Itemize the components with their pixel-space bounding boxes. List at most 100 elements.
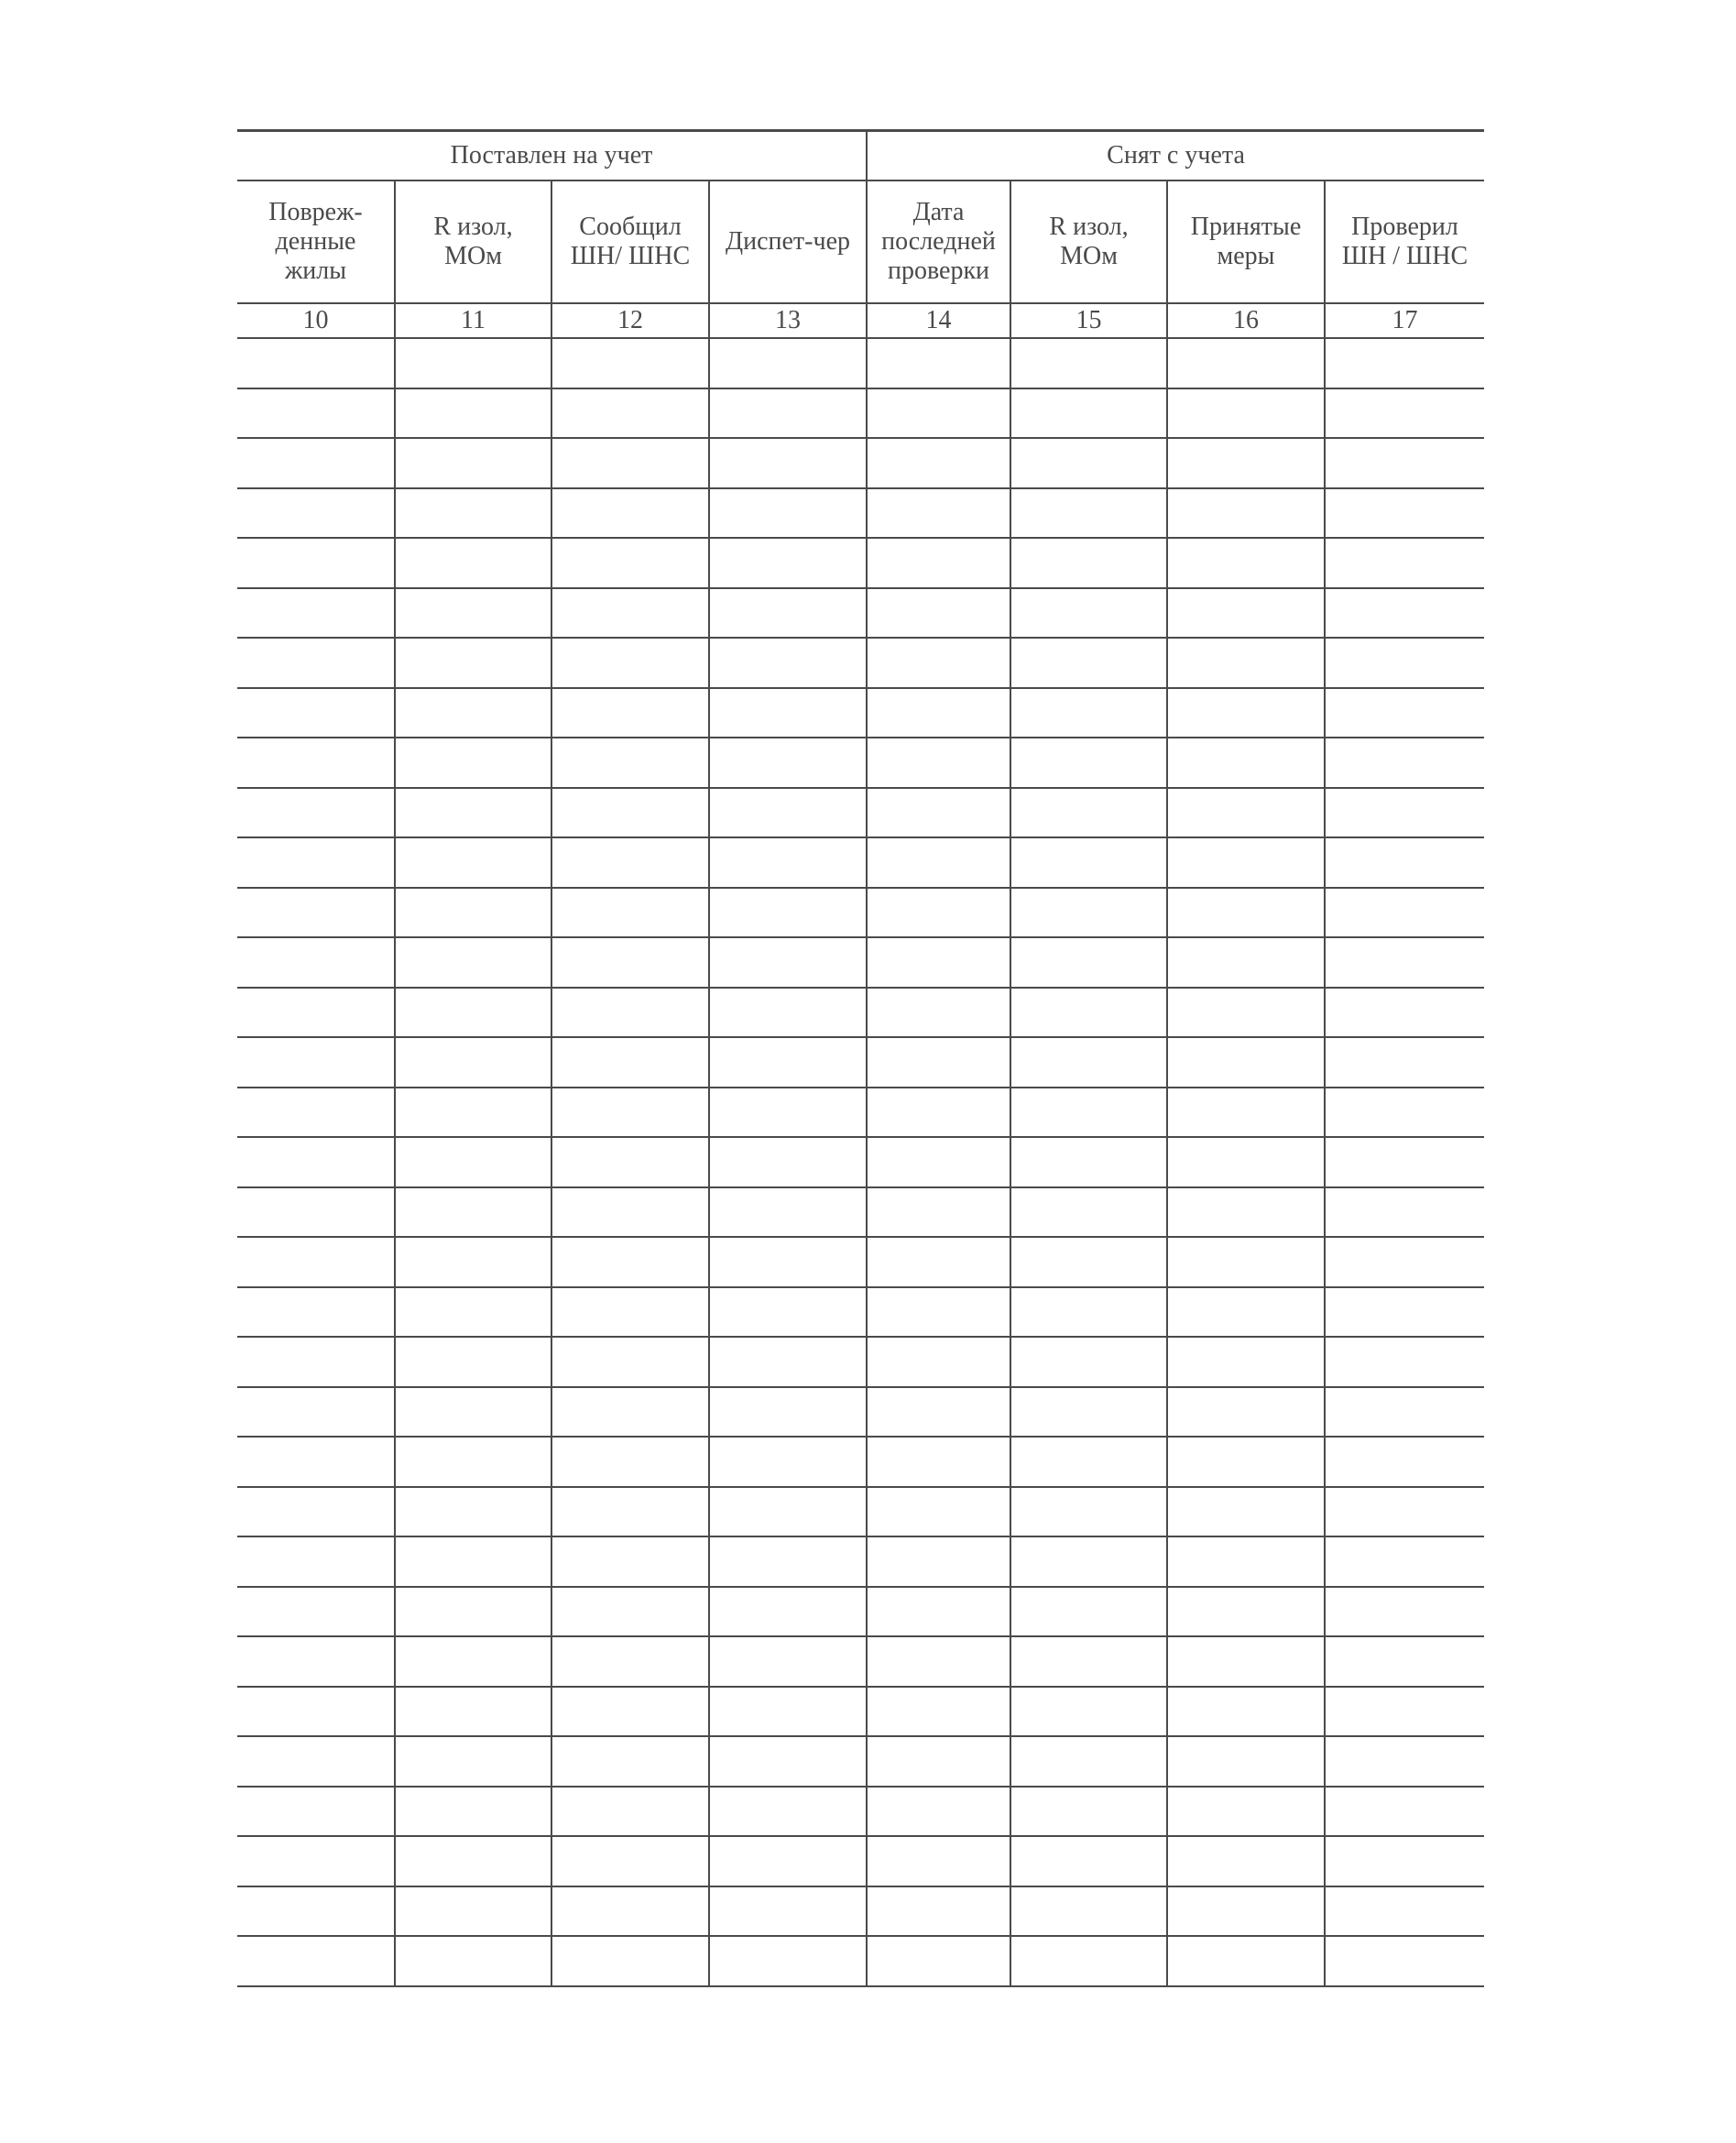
table-cell[interactable] bbox=[551, 1735, 710, 1788]
table-cell[interactable] bbox=[1010, 586, 1168, 639]
table-cell[interactable] bbox=[394, 686, 552, 738]
table-cell[interactable] bbox=[237, 1236, 396, 1288]
table-cell[interactable] bbox=[551, 686, 710, 738]
table-cell[interactable] bbox=[1166, 1436, 1326, 1488]
table-cell[interactable] bbox=[237, 337, 396, 389]
table-cell[interactable] bbox=[551, 1336, 710, 1388]
table-cell[interactable] bbox=[1010, 487, 1168, 539]
table-cell[interactable] bbox=[866, 786, 1011, 838]
table-cell[interactable] bbox=[551, 1536, 710, 1588]
table-cell[interactable] bbox=[1010, 1536, 1168, 1588]
table-cell[interactable] bbox=[1166, 1585, 1326, 1637]
table-cell[interactable] bbox=[237, 836, 396, 889]
table-cell[interactable] bbox=[1323, 387, 1485, 439]
table-cell[interactable] bbox=[1166, 1285, 1326, 1338]
table-cell[interactable] bbox=[1166, 886, 1326, 938]
table-cell[interactable] bbox=[1010, 737, 1168, 789]
table-cell[interactable] bbox=[1166, 1086, 1326, 1138]
table-cell[interactable] bbox=[394, 437, 552, 489]
table-cell[interactable] bbox=[1010, 1885, 1168, 1937]
table-cell[interactable] bbox=[1010, 637, 1168, 689]
table-cell[interactable] bbox=[708, 1186, 868, 1238]
table-cell[interactable] bbox=[1010, 1186, 1168, 1238]
table-cell[interactable] bbox=[394, 1136, 552, 1188]
table-cell[interactable] bbox=[1323, 1685, 1485, 1737]
table-cell[interactable] bbox=[394, 1885, 552, 1937]
table-cell[interactable] bbox=[866, 1285, 1011, 1338]
table-cell[interactable] bbox=[551, 1385, 710, 1438]
table-cell[interactable] bbox=[866, 1585, 1011, 1637]
table-cell[interactable] bbox=[1010, 1735, 1168, 1788]
table-cell[interactable] bbox=[1010, 1285, 1168, 1338]
table-cell[interactable] bbox=[551, 737, 710, 789]
table-cell[interactable] bbox=[1010, 1635, 1168, 1688]
table-cell[interactable] bbox=[708, 437, 868, 489]
table-cell[interactable] bbox=[1010, 936, 1168, 989]
table-cell[interactable] bbox=[237, 1835, 396, 1887]
table-cell[interactable] bbox=[237, 936, 396, 989]
table-cell[interactable] bbox=[1166, 586, 1326, 639]
table-cell[interactable] bbox=[1323, 786, 1485, 838]
table-cell[interactable] bbox=[866, 586, 1011, 639]
table-cell[interactable] bbox=[551, 1186, 710, 1238]
table-cell[interactable] bbox=[237, 1785, 396, 1837]
table-cell[interactable] bbox=[394, 1385, 552, 1438]
table-cell[interactable] bbox=[394, 1285, 552, 1338]
table-cell[interactable] bbox=[866, 986, 1011, 1038]
table-cell[interactable] bbox=[551, 337, 710, 389]
table-cell[interactable] bbox=[551, 1285, 710, 1338]
table-cell[interactable] bbox=[708, 1835, 868, 1887]
table-cell[interactable] bbox=[866, 1685, 1011, 1737]
table-cell[interactable] bbox=[551, 1635, 710, 1688]
table-cell[interactable] bbox=[237, 1036, 396, 1088]
table-cell[interactable] bbox=[237, 1385, 396, 1438]
table-cell[interactable] bbox=[394, 1785, 552, 1837]
table-cell[interactable] bbox=[1323, 1735, 1485, 1788]
table-cell[interactable] bbox=[237, 537, 396, 589]
table-cell[interactable] bbox=[1323, 1635, 1485, 1688]
table-cell[interactable] bbox=[394, 537, 552, 589]
table-cell[interactable] bbox=[394, 1186, 552, 1238]
table-cell[interactable] bbox=[708, 1935, 868, 1987]
table-cell[interactable] bbox=[1323, 437, 1485, 489]
table-cell[interactable] bbox=[551, 637, 710, 689]
table-cell[interactable] bbox=[866, 1086, 1011, 1138]
table-cell[interactable] bbox=[237, 637, 396, 689]
table-cell[interactable] bbox=[1010, 1036, 1168, 1088]
table-cell[interactable] bbox=[708, 986, 868, 1038]
table-cell[interactable] bbox=[1010, 1336, 1168, 1388]
table-cell[interactable] bbox=[708, 387, 868, 439]
table-cell[interactable] bbox=[1323, 1436, 1485, 1488]
table-cell[interactable] bbox=[1010, 437, 1168, 489]
table-cell[interactable] bbox=[551, 986, 710, 1038]
table-cell[interactable] bbox=[866, 1885, 1011, 1937]
table-cell[interactable] bbox=[1010, 387, 1168, 439]
table-cell[interactable] bbox=[708, 786, 868, 838]
table-cell[interactable] bbox=[866, 1436, 1011, 1488]
table-cell[interactable] bbox=[1166, 1536, 1326, 1588]
table-cell[interactable] bbox=[1010, 686, 1168, 738]
table-cell[interactable] bbox=[1166, 786, 1326, 838]
table-cell[interactable] bbox=[708, 1285, 868, 1338]
table-cell[interactable] bbox=[237, 737, 396, 789]
table-cell[interactable] bbox=[1010, 1086, 1168, 1138]
table-cell[interactable] bbox=[237, 786, 396, 838]
table-cell[interactable] bbox=[708, 1086, 868, 1138]
table-cell[interactable] bbox=[237, 1536, 396, 1588]
table-cell[interactable] bbox=[1010, 1236, 1168, 1288]
table-cell[interactable] bbox=[1166, 1236, 1326, 1288]
table-cell[interactable] bbox=[551, 786, 710, 838]
table-cell[interactable] bbox=[1323, 886, 1485, 938]
table-cell[interactable] bbox=[394, 1585, 552, 1637]
table-cell[interactable] bbox=[708, 936, 868, 989]
table-cell[interactable] bbox=[708, 1885, 868, 1937]
table-cell[interactable] bbox=[551, 537, 710, 589]
table-cell[interactable] bbox=[551, 1685, 710, 1737]
table-cell[interactable] bbox=[1323, 1935, 1485, 1987]
table-cell[interactable] bbox=[551, 437, 710, 489]
table-cell[interactable] bbox=[866, 487, 1011, 539]
table-cell[interactable] bbox=[866, 637, 1011, 689]
table-cell[interactable] bbox=[237, 1735, 396, 1788]
table-cell[interactable] bbox=[551, 1585, 710, 1637]
table-cell[interactable] bbox=[1010, 1835, 1168, 1887]
